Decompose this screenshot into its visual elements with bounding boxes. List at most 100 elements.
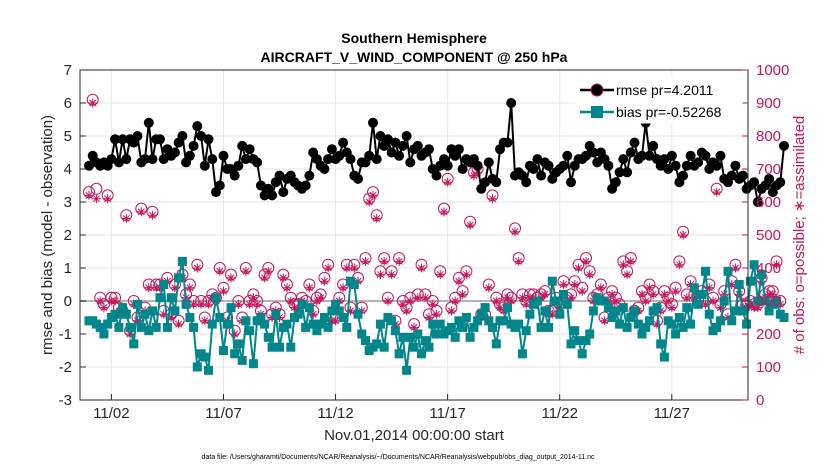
bias-marker [652,303,662,313]
rmse-marker [323,154,334,165]
obs-assimilated-marker [644,283,654,293]
bias-marker [151,322,161,332]
obs-assimilated-marker [215,266,225,276]
bias-marker [110,309,120,319]
bias-marker [271,309,281,319]
obs-assimilated-marker [454,276,464,286]
rmse-marker [678,170,689,181]
obs-assimilated-marker [488,194,498,204]
rmse-marker [536,170,547,181]
bias-marker [323,322,333,332]
bias-marker [585,329,595,339]
obs-assimilated-marker [461,270,471,280]
rmse-marker [779,140,789,151]
bias-marker [622,322,632,332]
bias-marker [476,309,486,319]
rmse-marker [693,157,704,168]
rmse-marker [218,150,229,161]
obs-assimilated-marker [573,263,583,273]
obs-assimilated-marker [413,293,423,303]
rmse-marker [110,134,121,145]
rmse-marker [711,160,722,171]
bias-marker [551,296,561,306]
bias-marker [469,322,479,332]
bias-marker [618,303,628,313]
bias-marker [144,326,154,336]
y-tick-label-left: 5 [64,128,72,145]
legend-rmse-label: rmse pr=4.2011 [616,82,714,98]
obs-assimilated-marker [715,303,725,313]
obs-assimilated-marker [368,190,378,200]
bias-marker [630,306,639,316]
chart-title-line2: AIRCRAFT_V_WIND_COMPONENT @ 250 hPa [261,49,568,65]
y-tick-label-left: -3 [59,392,72,409]
obs-assimilated-marker [372,214,382,223]
bias-marker [275,342,284,352]
legend-obs-circle-icon [590,83,604,97]
rmse-marker [670,160,681,171]
rmse-marker [214,180,225,191]
y-tick-label-left: 6 [64,95,72,112]
bias-marker [136,322,146,332]
legend-bias-label: bias pr=-0.52268 [616,104,722,120]
bias-marker [304,303,314,313]
rmse-marker [353,173,363,184]
obs-assimilated-marker [450,296,460,306]
obs-assimilated-marker [121,214,131,223]
bias-marker [701,266,710,276]
rmse-marker [472,160,483,171]
bias-marker [390,326,400,336]
legend-box [575,75,743,124]
obs-assimilated-marker [278,273,288,283]
legend: rmse pr=4.2011 bias pr=-0.52268 [575,75,743,124]
bias-marker [503,303,512,313]
obs-assimilated-marker [469,171,479,181]
obs-assimilated-marker [618,260,628,270]
obs-assimilated-marker [263,266,273,276]
rmse-marker [386,147,397,158]
obs-assimilated-marker [517,293,527,303]
bias-marker [170,306,180,316]
x-tick-label: 11/27 [654,405,690,422]
rmse-marker [155,134,165,145]
bias-marker [693,299,703,309]
rmse-marker [737,170,748,181]
bias-marker [659,352,669,362]
rmse-marker [431,170,442,181]
bias-marker [637,329,647,339]
rmse-marker [453,144,464,155]
rmse-marker [401,131,412,141]
obs-assimilated-marker [304,283,314,293]
rmse-marker [775,177,786,188]
obs-assimilated-marker [99,303,109,313]
obs-assimilated-marker [701,299,711,309]
bias-marker [566,339,576,349]
bias-marker [738,306,748,316]
bias-marker [361,336,370,346]
obs-assimilated-marker [260,273,270,283]
bias-marker [357,329,367,339]
bias-marker [450,332,460,342]
bias-marker [286,342,296,352]
bias-marker [760,296,770,306]
rmse-marker [625,147,636,158]
obs-assimilated-marker [704,283,714,293]
rmse-marker [184,150,195,161]
bias-marker [372,339,382,349]
rmse-marker [666,150,677,161]
bias-marker [267,342,277,352]
obs-assimilated-marker [622,270,632,280]
rmse-marker [405,157,416,168]
obs-assimilated-marker [316,293,326,303]
obs-assimilated-marker [192,263,202,273]
y-tick-label-right: 1000 [756,62,789,79]
bias-marker [562,299,572,309]
x-tick-label: 11/12 [317,405,353,422]
obs-assimilated-marker [484,283,494,293]
rmse-marker [558,160,569,171]
bias-marker [723,266,733,276]
bias-marker [432,329,441,339]
rmse-marker [233,160,244,171]
obs-assimilated-marker [189,299,199,309]
obs-assimilated-marker [506,296,516,306]
